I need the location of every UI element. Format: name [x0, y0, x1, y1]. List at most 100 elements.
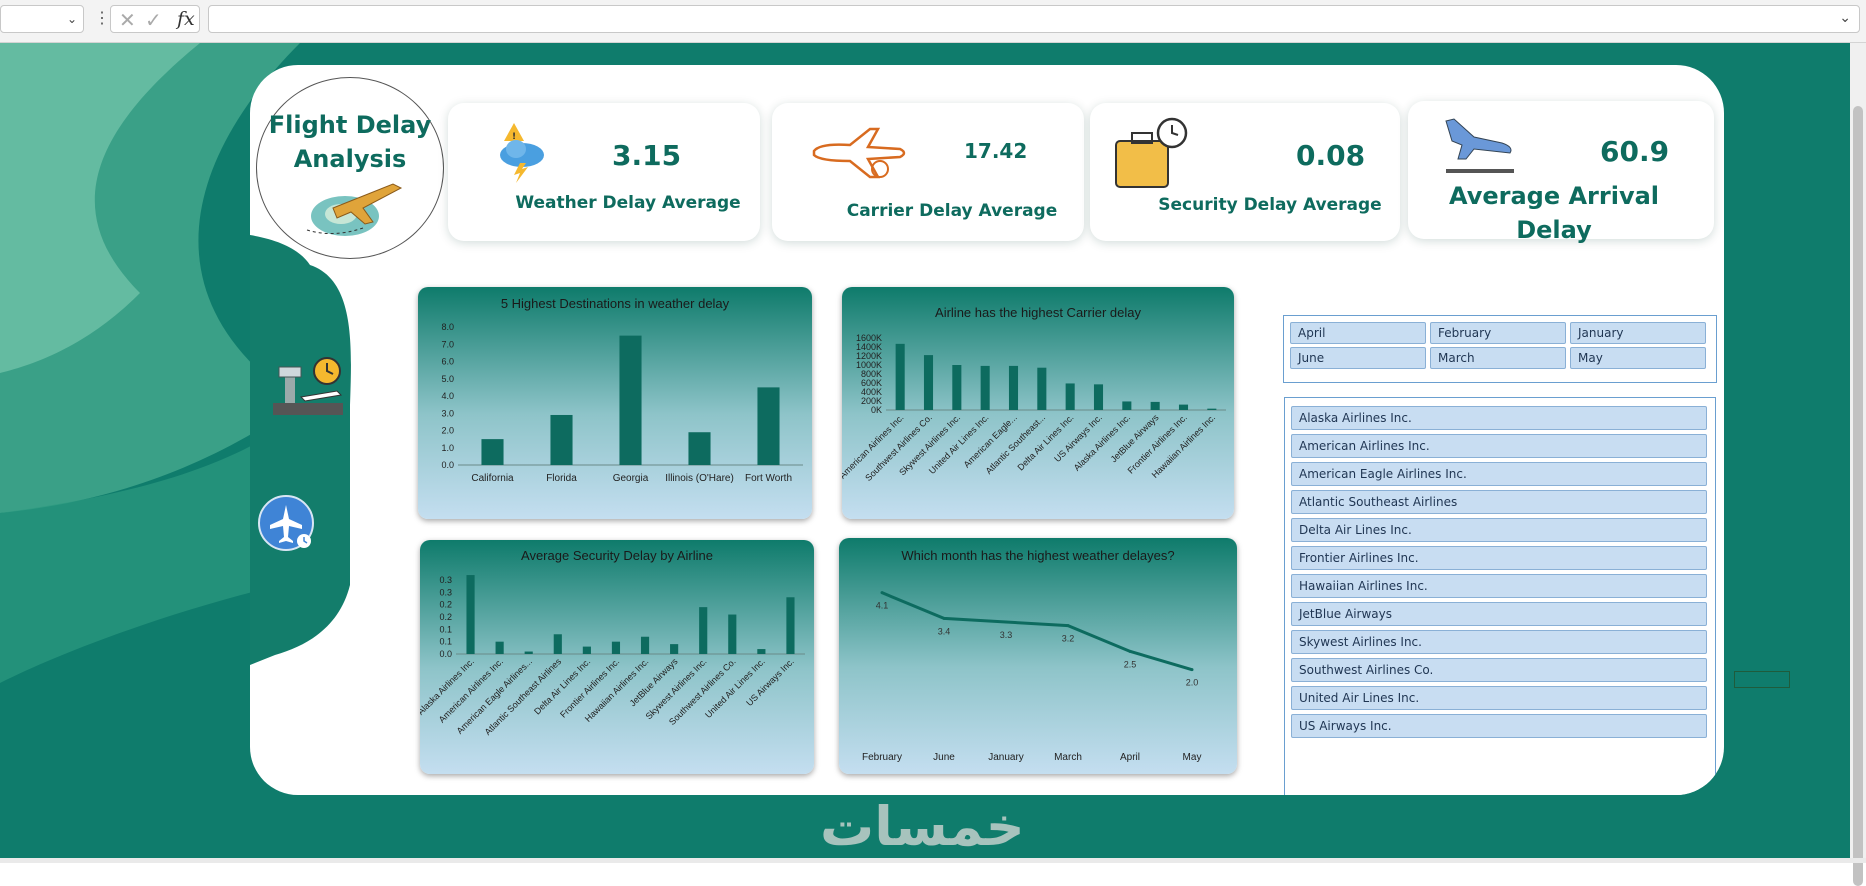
check-icon[interactable]: ✓	[145, 10, 162, 32]
data-label: 4.1	[876, 601, 889, 611]
y-tick-label: 0K	[871, 405, 882, 415]
airline-slicer-item[interactable]: Delta Air Lines Inc.	[1291, 518, 1707, 542]
bar	[1037, 367, 1047, 410]
airline-slicer-item[interactable]: Hawaiian Airlines Inc.	[1291, 574, 1707, 598]
month-slicer-item[interactable]: June	[1290, 347, 1426, 369]
y-tick-label: 1400K	[856, 342, 882, 352]
y-tick-label: 0.3	[439, 587, 452, 597]
airline-slicer-item[interactable]: Frontier Airlines Inc.	[1291, 546, 1707, 570]
chevron-down-icon[interactable]: ⌄	[66, 12, 77, 26]
month-slicer-item[interactable]: February	[1430, 322, 1566, 344]
y-tick-label: 6.0	[441, 357, 454, 367]
formula-input[interactable]: ⌄	[208, 5, 1860, 33]
dashboard-title-line2: Analysis	[293, 145, 407, 173]
x-tick-label: April	[1120, 752, 1140, 763]
kpi-security-value: 0.08	[1296, 139, 1366, 172]
airplane-clock-icon[interactable]	[258, 495, 318, 555]
chart-weather-destinations-svg: 5 Highest Destinations in weather delay 0…	[441, 296, 803, 484]
line-point	[880, 591, 884, 595]
y-tick-label: 1.0	[441, 443, 454, 453]
y-tick-label: 0.1	[439, 637, 452, 647]
airline-slicer-item[interactable]: Skywest Airlines Inc.	[1291, 630, 1707, 654]
month-slicer-item[interactable]: March	[1430, 347, 1566, 369]
bar	[1065, 383, 1075, 410]
title-badge: Flight Delay Analysis	[256, 77, 444, 259]
cancel-x-icon[interactable]: ✕	[119, 10, 136, 32]
y-tick-label: 200K	[861, 396, 882, 406]
airline-slicer-item[interactable]: American Airlines Inc.	[1291, 434, 1707, 458]
kpi-arrival-value: 60.9	[1600, 135, 1670, 168]
bar	[728, 614, 737, 654]
airline-slicer-item[interactable]: United Air Lines Inc.	[1291, 686, 1707, 710]
airport-tower-clock-icon	[273, 357, 343, 415]
chevron-down-icon[interactable]: ⌄	[1839, 9, 1851, 25]
airline-slicer-item[interactable]: Alaska Airlines Inc.	[1291, 406, 1707, 430]
y-tick-label: 0.2	[439, 612, 452, 622]
line-point	[1190, 668, 1194, 672]
airline-slicer-item[interactable]: Atlantic Southeast Airlines	[1291, 490, 1707, 514]
kpi-weather-value: 3.15	[612, 139, 682, 172]
bar	[553, 634, 562, 654]
watermark-logo: خمسات	[820, 795, 1025, 858]
background-wave-decoration	[0, 43, 300, 683]
month-slicer-item[interactable]: May	[1570, 347, 1706, 369]
dashboard-card: Flight Delay Analysis ! 3.1	[250, 65, 1724, 795]
chart-carrier-delay-svg: Airline has the highest Carrier delay 0K2…	[842, 305, 1226, 483]
line-point	[1004, 620, 1008, 624]
bar	[466, 575, 475, 654]
x-tick-label: California	[471, 473, 514, 484]
month-slicer-item[interactable]: January	[1570, 322, 1706, 344]
kpi-arrival-delay: 60.9 Average Arrival Delay	[1408, 101, 1714, 244]
fx-icon[interactable]: fx	[177, 8, 195, 30]
chart-title: Airline has the highest Carrier delay	[935, 305, 1141, 320]
landing-plane-icon	[1445, 118, 1514, 173]
y-tick-label: 1600K	[856, 333, 882, 343]
airline-slicer-item[interactable]: US Airways Inc.	[1291, 714, 1707, 738]
bar	[1093, 384, 1104, 410]
month-slicer-item[interactable]: April	[1290, 322, 1426, 344]
scroll-thumb[interactable]	[1853, 106, 1863, 886]
data-label: 3.2	[1062, 634, 1075, 644]
vertical-dots-icon[interactable]: ⋮	[94, 10, 110, 27]
x-tick-label: March	[1054, 752, 1082, 763]
formula-bar: ⌄ ⋮ ✕ ✓ fx ⌄	[0, 0, 1866, 43]
x-tick-label: May	[1183, 752, 1202, 763]
bar	[495, 641, 504, 654]
airline-slicer-item[interactable]: American Eagle Airlines Inc.	[1291, 462, 1707, 486]
y-tick-label: 8.0	[441, 322, 454, 332]
kpi-security-delay: 0.08 Security Delay Average	[1090, 103, 1400, 241]
bar	[952, 365, 962, 410]
bar	[1150, 401, 1160, 410]
bar	[619, 335, 642, 465]
month-slicer: April February January June March May	[1283, 315, 1717, 383]
kpi-carrier-delay: 17.42 Carrier Delay Average	[772, 103, 1084, 241]
line-point	[942, 616, 946, 620]
chart-monthly-weather-svg: Which month has the highest weather dela…	[862, 548, 1202, 763]
bar	[757, 649, 766, 654]
globe-plane-icon	[306, 183, 403, 236]
y-tick-label: 0.2	[439, 600, 452, 610]
formula-actions: ✕ ✓ fx	[110, 5, 200, 33]
name-box[interactable]: ⌄	[0, 5, 84, 33]
airline-slicer-item[interactable]: Southwest Airlines Co.	[1291, 658, 1707, 682]
vertical-scrollbar[interactable]	[1850, 43, 1866, 886]
bar	[524, 651, 533, 654]
y-tick-label: 0.1	[439, 624, 452, 634]
data-label: 3.3	[1000, 630, 1013, 640]
selected-cell[interactable]	[1734, 671, 1790, 688]
airline-slicer-item[interactable]: JetBlue Airways	[1291, 602, 1707, 626]
kpi-security-label: Security Delay Average	[1158, 195, 1382, 215]
x-tick-label: Florida	[546, 473, 577, 484]
y-tick-label: 400K	[861, 387, 882, 397]
luggage-clock-icon	[1115, 117, 1188, 188]
y-tick-label: 5.0	[441, 374, 454, 384]
bar	[895, 343, 905, 410]
data-label: 2.5	[1124, 659, 1137, 669]
bar	[688, 432, 711, 465]
x-tick-label: June	[933, 752, 955, 763]
bar	[757, 387, 780, 465]
bar	[640, 636, 650, 654]
bar	[699, 607, 708, 654]
y-tick-label: 0.0	[441, 460, 454, 470]
x-tick-label: Georgia	[613, 473, 649, 484]
